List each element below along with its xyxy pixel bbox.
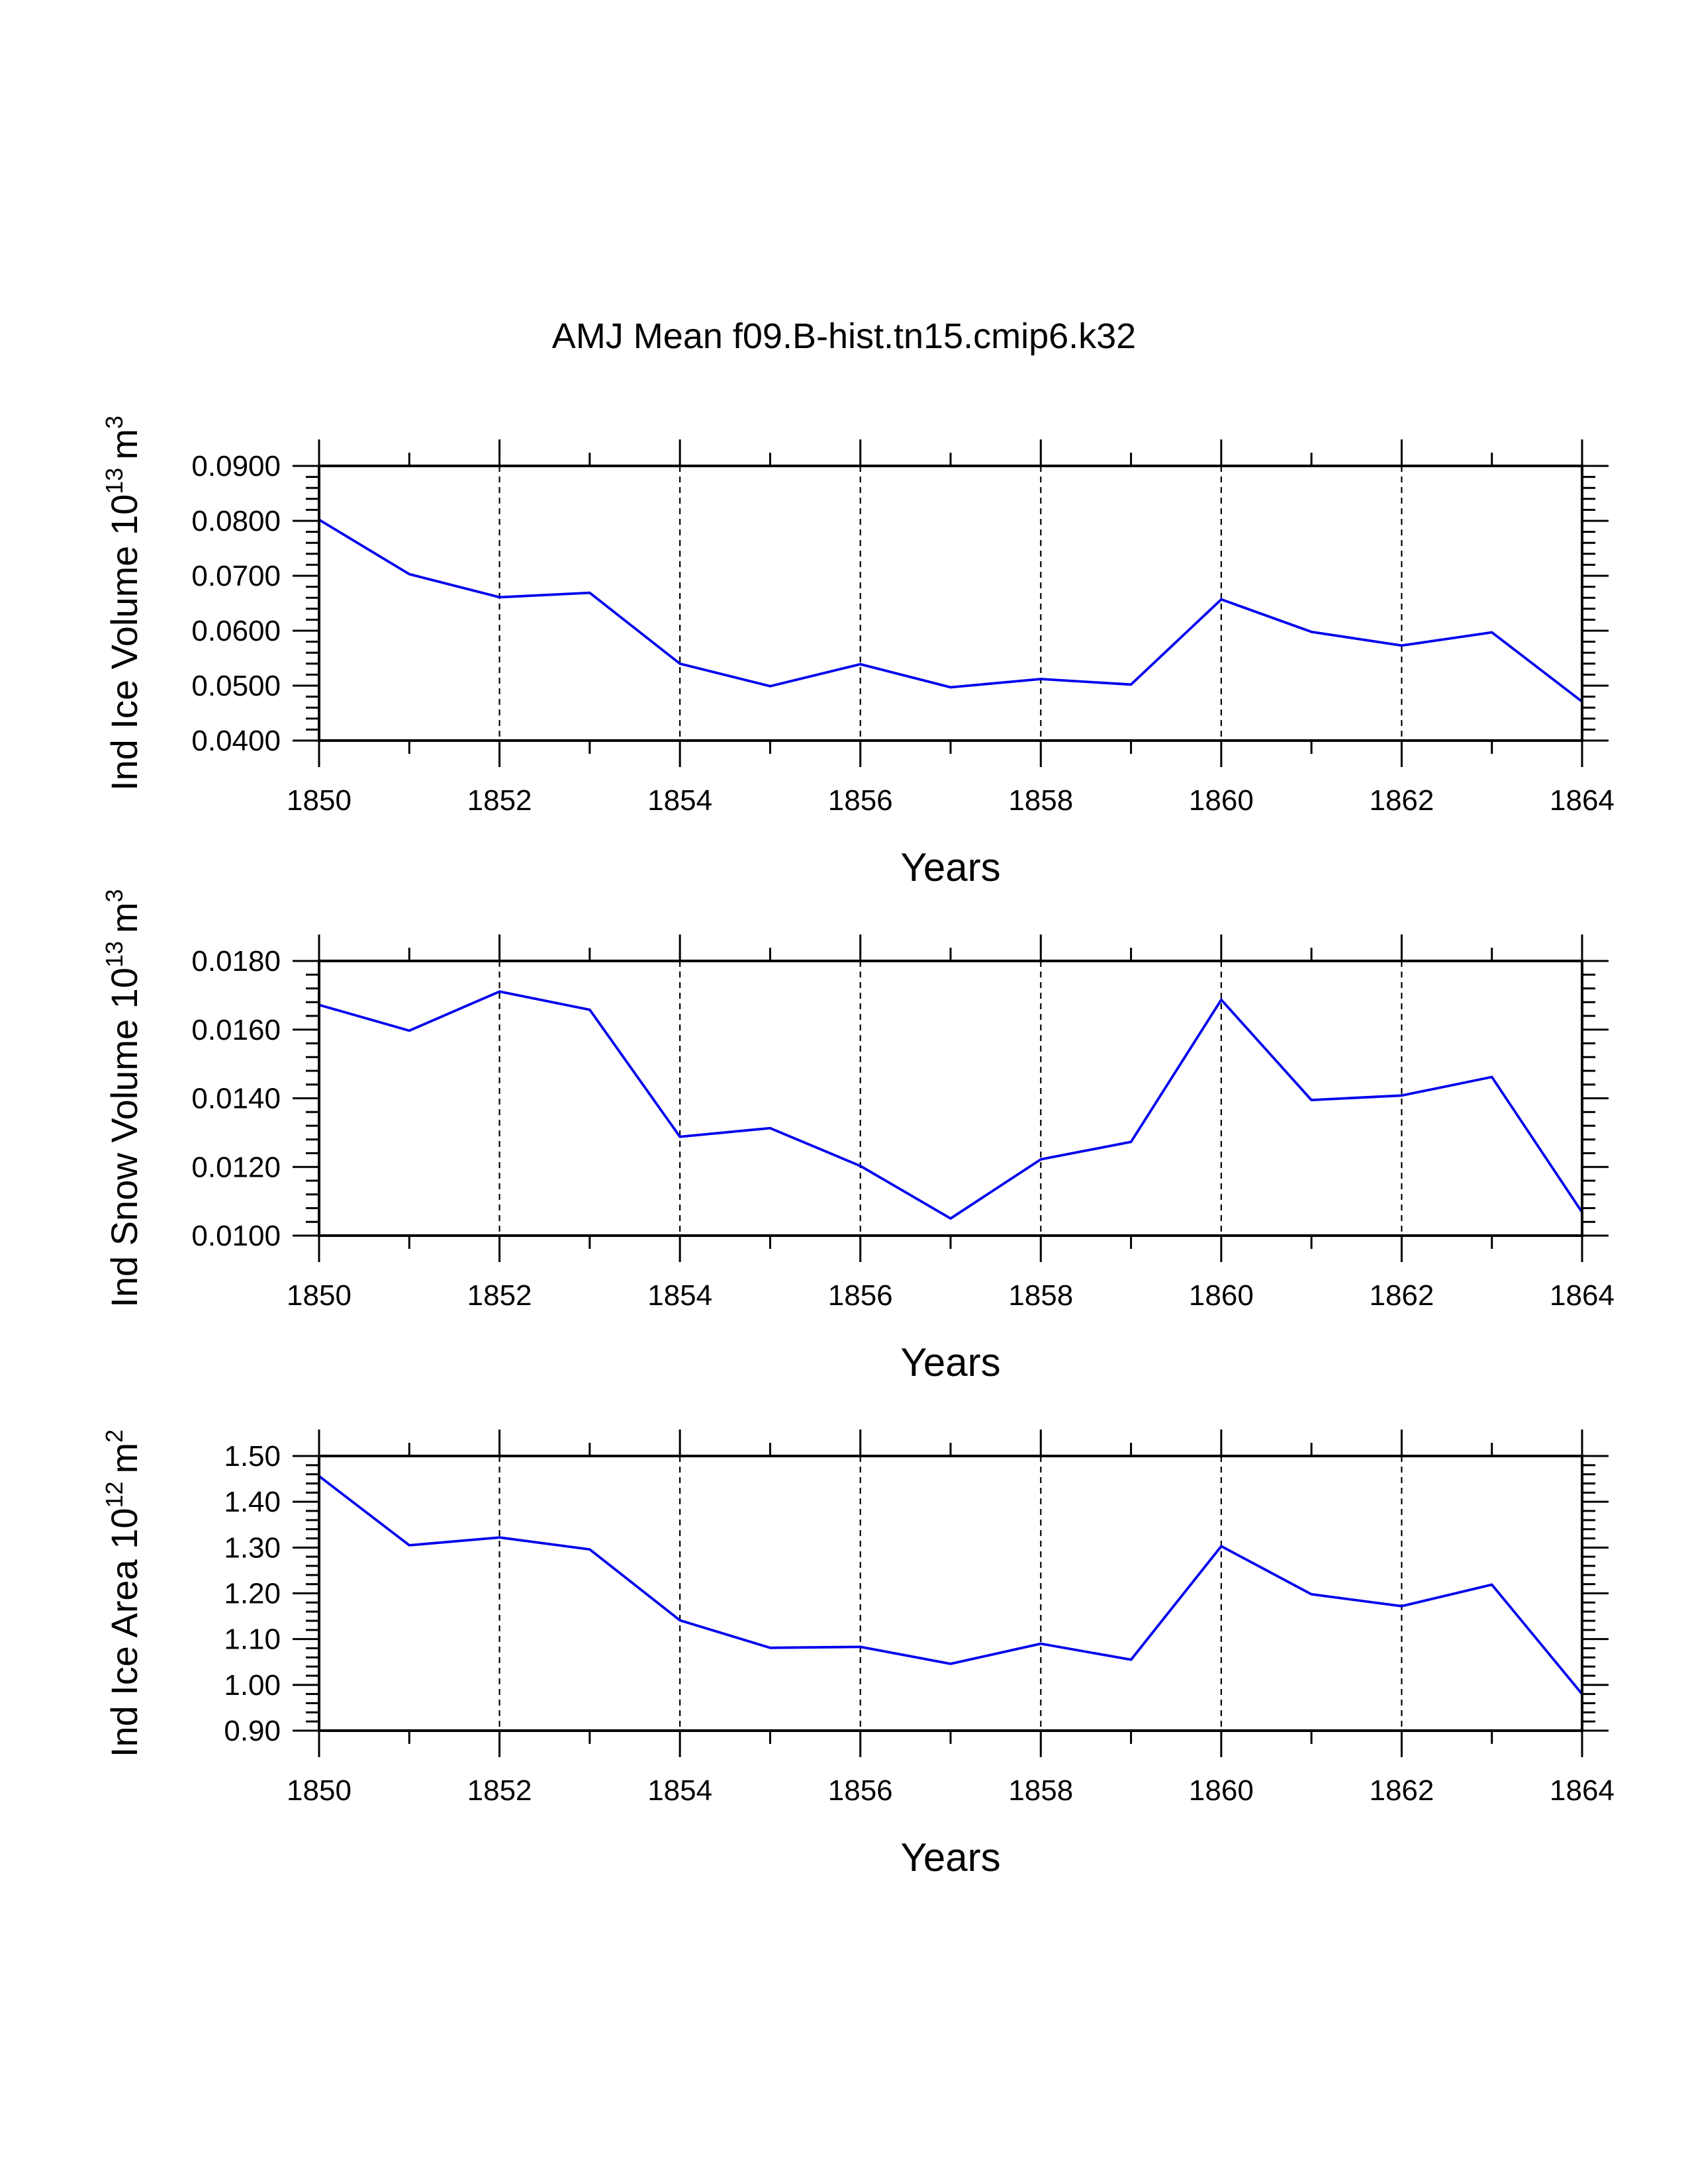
y-axis-title: Ind Snow Volume 1013 m3 [101, 889, 145, 1307]
x-tick-label: 1858 [1008, 1279, 1073, 1312]
x-tick-label: 1864 [1550, 1774, 1615, 1807]
chart-panel-1: 1850 1852 1854 1856 1858 1860 1862 1864 0.0400 0.… [101, 416, 1615, 889]
x-tick-label: 1860 [1189, 1774, 1254, 1807]
y-tick-label: 0.90 [224, 1715, 281, 1747]
y-tick-label: 0.0120 [191, 1151, 281, 1183]
plot-frame [318, 1455, 1583, 1732]
x-tick-label: 1860 [1189, 784, 1254, 817]
y-axis-title-exponent: 13 [101, 941, 128, 968]
y-tick-label: 0.0160 [191, 1014, 281, 1046]
y-axis-title-unit: m [103, 1443, 145, 1474]
x-tick-label: 1850 [287, 784, 352, 817]
x-tick-label: 1856 [828, 784, 893, 817]
y-tick-label: 1.00 [224, 1669, 281, 1702]
y-axis-title-exponent: 12 [101, 1481, 128, 1508]
y-tick-label: 0.0700 [191, 560, 281, 592]
series-line [318, 990, 1583, 1220]
y-axis-title-unit-exponent: 3 [101, 416, 128, 429]
y-tick-label: 0.0600 [191, 615, 281, 647]
x-tick-label: 1854 [647, 784, 712, 817]
y-tick-label: 0.0400 [191, 725, 281, 757]
x-axis-title: Years [900, 1340, 1000, 1385]
x-tick-label: 1856 [828, 1279, 893, 1312]
y-axis-title-unit: m [103, 902, 145, 933]
x-tick-label: 1862 [1369, 1279, 1434, 1312]
chart-panel-3: 1850 1852 1854 1856 1858 1860 1862 1864 0.90 1.00… [101, 1430, 1615, 1880]
chart-panels: 1850 1852 1854 1856 1858 1860 1862 1864 0.0400 0.… [101, 416, 1615, 1880]
x-tick-label: 1852 [467, 1774, 532, 1807]
x-tick-label: 1862 [1369, 784, 1434, 817]
x-tick-label: 1864 [1550, 784, 1615, 817]
y-tick-label: 1.50 [224, 1440, 281, 1473]
x-tick-label: 1850 [287, 1279, 352, 1312]
plot-frame [318, 465, 1583, 742]
y-tick-label: 0.0900 [191, 450, 281, 482]
y-tick-label: 0.0180 [191, 945, 281, 978]
series-line [318, 518, 1583, 703]
y-tick-label: 1.40 [224, 1486, 281, 1518]
y-tick-label: 1.20 [224, 1578, 281, 1610]
y-tick-label: 0.0500 [191, 670, 281, 702]
y-axis-title-prefix: Ind Ice Volume 10 [103, 494, 145, 791]
y-tick-label: 1.30 [224, 1531, 281, 1564]
y-axis-title-unit-exponent: 2 [101, 1430, 128, 1443]
x-tick-label: 1850 [287, 1774, 352, 1807]
x-tick-label: 1864 [1550, 1279, 1615, 1312]
series-line [318, 1475, 1583, 1695]
y-axis-title-prefix: Ind Ice Area 10 [103, 1508, 145, 1758]
y-axis-title-unit-exponent: 3 [101, 889, 128, 902]
x-tick-label: 1854 [647, 1774, 712, 1807]
x-tick-label: 1858 [1008, 784, 1073, 817]
x-tick-label: 1858 [1008, 1774, 1073, 1807]
y-axis-title-unit: m [103, 429, 145, 460]
y-axis-title: Ind Ice Volume 1013 m3 [101, 416, 145, 791]
y-tick-label: 1.10 [224, 1623, 281, 1656]
x-tick-label: 1856 [828, 1774, 893, 1807]
y-tick-label: 0.0800 [191, 505, 281, 537]
x-tick-label: 1852 [467, 1279, 532, 1312]
x-tick-label: 1854 [647, 1279, 712, 1312]
x-axis-title: Years [900, 1835, 1000, 1880]
x-tick-label: 1862 [1369, 1774, 1434, 1807]
x-tick-label: 1860 [1189, 1279, 1254, 1312]
plot-frame [318, 960, 1583, 1237]
chart-panel-2: 1850 1852 1854 1856 1858 1860 1862 1864 0.0100 0.… [101, 889, 1615, 1385]
y-axis-title: Ind Ice Area 1012 m2 [101, 1430, 145, 1757]
x-tick-label: 1852 [467, 784, 532, 817]
y-tick-label: 0.0100 [191, 1220, 281, 1252]
y-tick-label: 0.0140 [191, 1083, 281, 1115]
y-axis-title-exponent: 13 [101, 468, 128, 494]
y-axis-title-prefix: Ind Snow Volume 10 [103, 968, 145, 1308]
figure-title: AMJ Mean f09.B-hist.tn15.cmip6.k32 [552, 316, 1136, 356]
x-axis-title: Years [900, 845, 1000, 889]
